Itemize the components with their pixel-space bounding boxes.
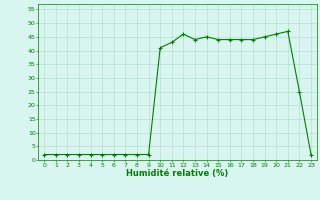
X-axis label: Humidité relative (%): Humidité relative (%) — [126, 169, 229, 178]
